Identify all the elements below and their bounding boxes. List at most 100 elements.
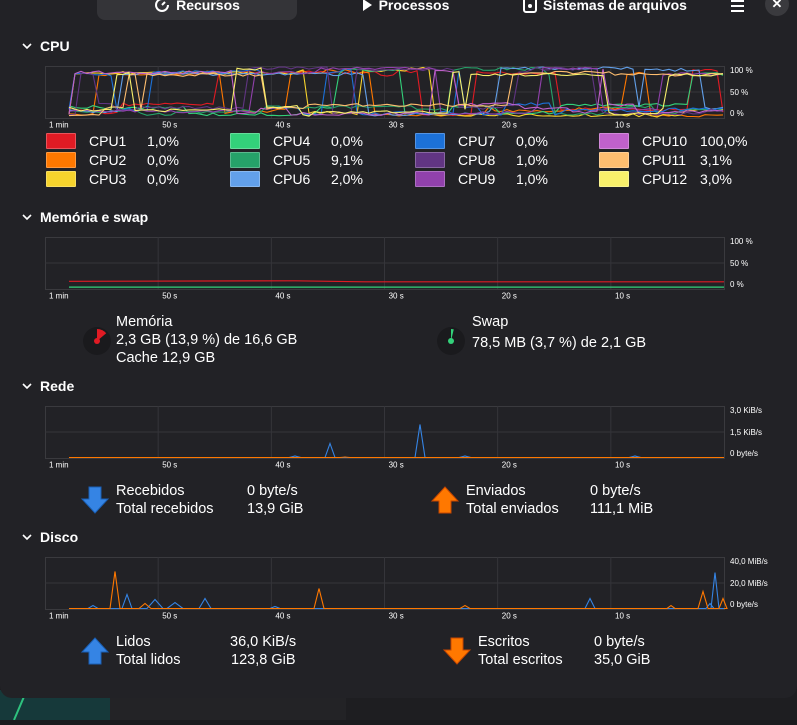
x-axis-label: 20 s: [502, 292, 517, 300]
drive-icon: [523, 0, 538, 13]
tab-resources[interactable]: Recursos: [97, 0, 297, 20]
tab-label: Sistemas de arquivos: [543, 0, 687, 13]
main-menu-button[interactable]: [723, 0, 751, 17]
x-axis-label: 20 s: [502, 121, 517, 129]
x-axis-label: 20 s: [502, 612, 517, 620]
color-swatch[interactable]: [415, 152, 445, 168]
read-label: Lidos: [116, 634, 151, 650]
cpu-legend-item[interactable]: CPU2 0,0%: [46, 152, 207, 168]
section-title: CPU: [40, 38, 70, 54]
section-title: Disco: [40, 529, 79, 545]
cpu-legend-item[interactable]: CPU8 1,0%: [415, 152, 576, 168]
y-axis-label: 50 %: [730, 259, 748, 268]
cpu-legend-item[interactable]: CPU9 1,0%: [415, 171, 576, 187]
sent-values: 0 byte/s 111,1 MiB: [590, 482, 653, 518]
network-section-header[interactable]: Rede: [22, 378, 74, 394]
total-write-label: Total escritos: [478, 652, 563, 668]
cpu-usage-value: 0,0%: [147, 152, 179, 168]
arrow-down-icon: [80, 486, 110, 514]
y-axis-label: 0 %: [730, 109, 744, 118]
cpu-usage-value: 2,0%: [331, 171, 363, 187]
color-swatch[interactable]: [230, 133, 260, 149]
sent-series-line: [69, 456, 724, 458]
total-sent-label: Total enviados: [466, 501, 559, 517]
sent-value: 0 byte/s: [590, 483, 641, 499]
color-swatch[interactable]: [46, 133, 76, 149]
x-axis-label: 40 s: [275, 292, 290, 300]
chevron-down-icon: [22, 383, 32, 390]
color-swatch[interactable]: [599, 133, 629, 149]
arrow-up-icon: [430, 486, 460, 514]
write-values: 0 byte/s 35,0 GiB: [594, 633, 650, 669]
received-series-line: [69, 424, 724, 459]
memory-series-line: [68, 280, 724, 283]
header-bar: Recursos Processos Sistemas de arquivos …: [0, 0, 797, 20]
cpu-usage-value: 100,0%: [700, 133, 748, 149]
swap-info: Swap 78,5 MB (3,7 %) de 2,1 GB: [472, 313, 646, 352]
disk-history-graph: 40,0 MiB/s 20,0 MiB/s 0 byte/s 1 min 50 s 40 …: [45, 557, 768, 620]
x-axis-label: 1 min: [49, 461, 69, 469]
tab-file-systems[interactable]: Sistemas de arquivos: [505, 0, 705, 20]
cache-value: Cache 12,9 GB: [116, 350, 216, 366]
cpu-section-header[interactable]: CPU: [22, 38, 70, 54]
cpu-name: CPU2: [89, 152, 127, 168]
color-swatch[interactable]: [415, 171, 445, 187]
read-values: 36,0 KiB/s 123,8 GiB: [230, 633, 296, 669]
memory-value: 2,3 GB (13,9 %) de 16,6 GB: [116, 332, 298, 348]
total-read-value: 123,8 GiB: [231, 652, 296, 668]
chevron-down-icon: [22, 214, 32, 221]
hamburger-menu-icon: [731, 0, 744, 12]
cpu-legend-item[interactable]: CPU12 3,0%: [599, 171, 760, 187]
x-axis-label: 20 s: [502, 461, 517, 469]
cpu-legend-item[interactable]: CPU4 0,0%: [230, 133, 391, 149]
color-swatch[interactable]: [230, 171, 260, 187]
cpu-series-line: [68, 70, 724, 117]
cpu-name: CPU12: [642, 171, 688, 187]
x-axis-label: 1 min: [49, 292, 69, 300]
tab-processes[interactable]: Processos: [340, 0, 470, 20]
x-axis-label: 30 s: [389, 121, 404, 129]
x-axis-label: 1 min: [49, 612, 69, 620]
x-axis-label: 50 s: [162, 121, 177, 129]
cpu-legend-item[interactable]: CPU6 2,0%: [230, 171, 391, 187]
color-swatch[interactable]: [599, 152, 629, 168]
cpu-legend-item[interactable]: CPU1 1,0%: [46, 133, 207, 149]
y-axis-label: 40,0 MiB/s: [730, 557, 768, 566]
cpu-legend-item[interactable]: CPU11 3,1%: [599, 152, 760, 168]
cpu-legend-item[interactable]: CPU3 0,0%: [46, 171, 207, 187]
cpu-series-line: [68, 66, 724, 116]
cpu-legend-item[interactable]: CPU10 100,0%: [599, 133, 760, 149]
disk-section-header[interactable]: Disco: [22, 529, 78, 545]
cpu-usage-value: 9,1%: [331, 152, 363, 168]
x-axis-label: 10 s: [615, 121, 630, 129]
color-swatch[interactable]: [415, 133, 445, 149]
color-swatch[interactable]: [599, 171, 629, 187]
color-swatch[interactable]: [46, 171, 76, 187]
cpu-name: CPU9: [458, 171, 496, 187]
swap-label: Swap: [472, 314, 509, 330]
y-axis-label: 1,5 KiB/s: [730, 428, 762, 437]
color-swatch[interactable]: [230, 152, 260, 168]
write-label: Escritos: [478, 634, 530, 650]
write-value: 0 byte/s: [594, 634, 645, 650]
cpu-usage-value: 0,0%: [516, 133, 548, 149]
sent-info: Enviados Total enviados: [466, 482, 559, 518]
total-received-value: 13,9 GiB: [247, 501, 304, 517]
memory-section-header[interactable]: Memória e swap: [22, 209, 148, 225]
cpu-legend-item[interactable]: CPU5 9,1%: [230, 152, 391, 168]
memory-label: Memória: [116, 314, 173, 330]
swap-value: 78,5 MB (3,7 %) de 2,1 GB: [472, 335, 647, 351]
cpu-legend-item[interactable]: CPU7 0,0%: [415, 133, 576, 149]
total-write-value: 35,0 GiB: [594, 652, 651, 668]
read-series-line: [69, 572, 724, 610]
x-axis-label: 1 min: [49, 121, 69, 129]
memory-pie-icon: [83, 327, 111, 355]
section-title: Rede: [40, 378, 75, 394]
color-swatch[interactable]: [46, 152, 76, 168]
write-info: Escritos Total escritos: [478, 633, 563, 669]
cpu-name: CPU8: [458, 152, 496, 168]
x-axis-label: 50 s: [162, 292, 177, 300]
y-axis-label: 100 %: [730, 237, 753, 246]
x-axis-label: 10 s: [615, 292, 630, 300]
close-button[interactable]: ✕: [765, 0, 789, 16]
